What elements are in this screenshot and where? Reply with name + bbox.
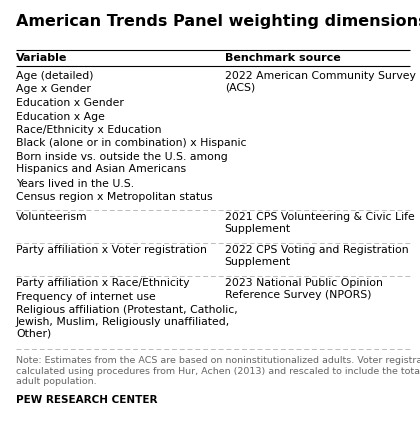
Text: Education x Gender: Education x Gender (16, 98, 124, 108)
Text: Black (alone or in combination) x Hispanic: Black (alone or in combination) x Hispan… (16, 138, 247, 149)
Text: Education x Age: Education x Age (16, 111, 105, 122)
Text: 2021 CPS Volunteering & Civic Life
Supplement: 2021 CPS Volunteering & Civic Life Suppl… (225, 212, 415, 234)
Text: Benchmark source: Benchmark source (225, 53, 341, 63)
Text: Age (detailed): Age (detailed) (16, 71, 94, 81)
Text: Volunteerism: Volunteerism (16, 212, 88, 222)
Text: Variable: Variable (16, 53, 67, 63)
Text: Race/Ethnicity x Education: Race/Ethnicity x Education (16, 125, 161, 135)
Text: American Trends Panel weighting dimensions: American Trends Panel weighting dimensio… (16, 14, 420, 29)
Text: Age x Gender: Age x Gender (16, 84, 91, 95)
Text: Census region x Metropolitan status: Census region x Metropolitan status (16, 192, 213, 203)
Text: Party affiliation x Voter registration: Party affiliation x Voter registration (16, 245, 207, 255)
Text: 2023 National Public Opinion
Reference Survey (NPORS): 2023 National Public Opinion Reference S… (225, 278, 383, 300)
Text: Note: Estimates from the ACS are based on noninstitutionalized adults. Voter reg: Note: Estimates from the ACS are based o… (16, 356, 420, 386)
Text: Born inside vs. outside the U.S. among
Hispanics and Asian Americans: Born inside vs. outside the U.S. among H… (16, 152, 228, 173)
Text: 2022 American Community Survey
(ACS): 2022 American Community Survey (ACS) (225, 71, 415, 92)
Text: 2022 CPS Voting and Registration
Supplement: 2022 CPS Voting and Registration Supplem… (225, 245, 408, 267)
Text: Frequency of internet use: Frequency of internet use (16, 292, 156, 301)
Text: PEW RESEARCH CENTER: PEW RESEARCH CENTER (16, 395, 158, 405)
Text: Religious affiliation (Protestant, Catholic,
Jewish, Muslim, Religiously unaffil: Religious affiliation (Protestant, Catho… (16, 305, 238, 338)
Text: Years lived in the U.S.: Years lived in the U.S. (16, 179, 134, 189)
Text: Party affiliation x Race/Ethnicity: Party affiliation x Race/Ethnicity (16, 278, 189, 288)
